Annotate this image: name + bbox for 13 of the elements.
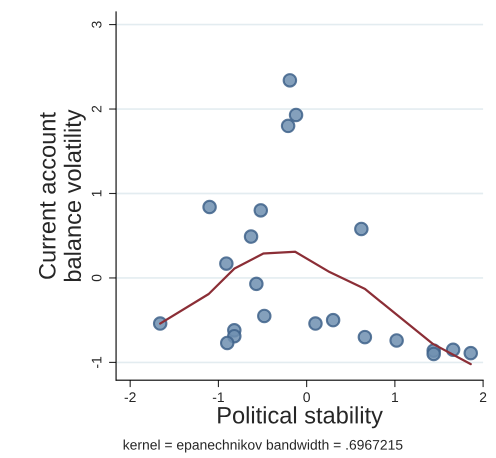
y-tick-label: 1 <box>92 190 102 196</box>
x-tick-label: 1 <box>392 392 398 402</box>
y-axis-title: Current account balance volatility <box>38 109 86 282</box>
x-tick-label: -2 <box>124 392 136 402</box>
x-tick-label: 2 <box>480 392 486 402</box>
x-tick-label: -1 <box>212 392 224 402</box>
y-tick-label: 0 <box>92 274 102 282</box>
y-tick-label: 3 <box>92 21 102 28</box>
text: kernel = epanechnikov bandwidth = .6967215 <box>124 440 402 453</box>
y-tick-label: 2 <box>92 106 102 112</box>
y-tick-label: -1 <box>92 356 102 368</box>
x-axis-title: Political stability <box>218 406 383 428</box>
x-tick-label: 0 <box>303 392 310 402</box>
